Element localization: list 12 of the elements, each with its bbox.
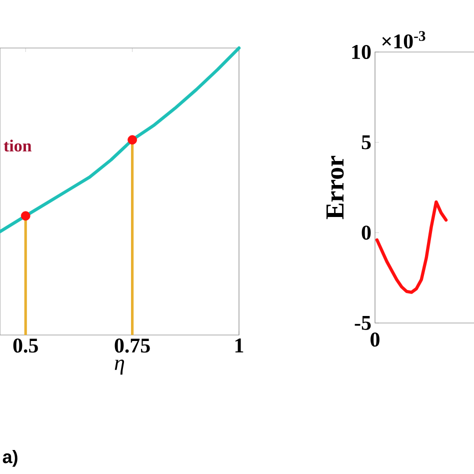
- x-tick-label: 0.75: [114, 338, 150, 353]
- y-tick-label: 0: [362, 226, 371, 240]
- x-tick-label: 0.5: [13, 338, 38, 353]
- y-tick-label: -5: [354, 316, 371, 330]
- y-axis-title: Error: [326, 156, 344, 220]
- y-tick-label: 5: [362, 135, 371, 150]
- x-axis-title: η: [114, 360, 124, 375]
- text: ×10$^{-3}$: [382, 31, 426, 48]
- annotation: tion: [4, 140, 32, 152]
- text: a): [2, 450, 18, 467]
- y-tick-label: 10: [352, 44, 371, 60]
- x-tick-label: 1: [235, 338, 244, 352]
